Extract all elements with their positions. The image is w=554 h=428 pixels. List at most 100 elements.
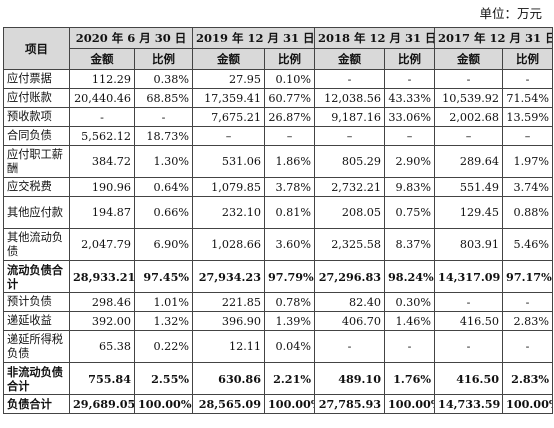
amount-cell: 2,002.68 bbox=[434, 107, 504, 127]
amount-cell: 1,079.85 bbox=[192, 177, 265, 197]
ratio-cell: - bbox=[502, 292, 554, 312]
ratio-cell: 1.01% bbox=[134, 292, 193, 312]
amount-cell: 20,440.46 bbox=[69, 88, 135, 108]
row-label: 预计负债 bbox=[3, 292, 70, 312]
amount-cell: 28,933.21 bbox=[69, 260, 135, 293]
amount-cell: 406.70 bbox=[314, 311, 386, 331]
ratio-cell: 3.74% bbox=[502, 177, 554, 197]
amount-cell: 14,733.59 bbox=[434, 394, 504, 414]
amount-cell: – bbox=[314, 126, 386, 146]
ratio-cell: 0.04% bbox=[263, 330, 316, 363]
row-label: 应付职工薪酬 bbox=[3, 145, 70, 178]
amount-cell: 14,317.09 bbox=[434, 260, 504, 293]
ratio-cell: 0.78% bbox=[263, 292, 316, 312]
unit-label: 单位：万元 bbox=[479, 6, 542, 21]
row-label: 应付账款 bbox=[3, 88, 70, 108]
table-row: 预收款项 - -7,675.21 26.87% 9,187.16 33.06% 2,002.… bbox=[3, 107, 554, 127]
table-row: 非流动负债合计 755.84 2.55% 630.86 2.21% 489.10 1.76%… bbox=[3, 362, 554, 395]
amount-cell: 392.00 bbox=[69, 311, 135, 331]
ratio-cell: – bbox=[263, 126, 316, 146]
ratio-cell: 5.46% bbox=[502, 228, 554, 261]
ratio-cell: 68.85% bbox=[134, 88, 193, 108]
amount-cell: - bbox=[314, 69, 386, 89]
row-label: 应交税费 bbox=[3, 177, 70, 197]
table-row: 负债合计29,689.05100.00%28,565.09100.00%27,7… bbox=[3, 394, 554, 414]
ratio-cell: 0.81% bbox=[263, 196, 316, 229]
row-label: 负债合计 bbox=[3, 394, 70, 414]
amount-cell: 9,187.16 bbox=[314, 107, 386, 127]
ratio-cell: 1.76% bbox=[384, 362, 436, 395]
table-row: 应付职工薪酬 384.72 1.30% 531.06 1.86% 805.29 2.90% 2… bbox=[3, 145, 554, 178]
amount-cell: 2,732.21 bbox=[314, 177, 386, 197]
ratio-cell: 60.77% bbox=[263, 88, 316, 108]
ratio-cell: – bbox=[502, 126, 554, 146]
row-label: 合同负债 bbox=[3, 126, 70, 146]
ratio-cell: 1.39% bbox=[263, 311, 316, 331]
table-row: 其他流动负债 2,047.79 6.90% 1,028.66 3.60% 2,325.58… bbox=[3, 228, 554, 261]
ratio-cell: 3.78% bbox=[263, 177, 316, 197]
ratio-cell: 43.33% bbox=[384, 88, 436, 108]
ratio-cell: 0.10% bbox=[263, 69, 316, 89]
amount-cell: 65.38 bbox=[69, 330, 135, 363]
ratio-cell: 100.00% bbox=[134, 394, 193, 414]
table-body: 应付票据 112.29 0.38% 27.95 0.10% - - - - 应付账款 20,440.… bbox=[3, 69, 554, 414]
header-ratio: 比例 bbox=[263, 48, 316, 70]
amount-cell: 2,047.79 bbox=[69, 228, 135, 261]
ratio-cell: - bbox=[384, 330, 436, 363]
amount-cell: 1,028.66 bbox=[192, 228, 265, 261]
amount-cell: 551.49 bbox=[434, 177, 504, 197]
amount-cell: 28,565.09 bbox=[192, 394, 265, 414]
amount-cell: - bbox=[314, 330, 386, 363]
header-item: 项目 bbox=[3, 27, 70, 70]
amount-cell: 803.91 bbox=[434, 228, 504, 261]
amount-cell: 112.29 bbox=[69, 69, 135, 89]
ratio-cell: 0.88% bbox=[502, 196, 554, 229]
table-row: 流动负债合计 28,933.21 97.45% 27,934.23 97.79% 27,2… bbox=[3, 260, 554, 293]
ratio-cell: 1.46% bbox=[384, 311, 436, 331]
amount-cell: 416.50 bbox=[434, 362, 504, 395]
ratio-cell: 71.54% bbox=[502, 88, 554, 108]
ratio-cell: 0.75% bbox=[384, 196, 436, 229]
ratio-cell: 2.21% bbox=[263, 362, 316, 395]
row-label: 递延所得税负债 bbox=[3, 330, 70, 363]
ratio-cell: 33.06% bbox=[384, 107, 436, 127]
amount-cell: 805.29 bbox=[314, 145, 386, 178]
ratio-cell: 9.83% bbox=[384, 177, 436, 197]
amount-cell: – bbox=[192, 126, 265, 146]
header-amount: 金额 bbox=[434, 48, 504, 70]
ratio-cell: 97.79% bbox=[263, 260, 316, 293]
amount-cell: 289.64 bbox=[434, 145, 504, 178]
ratio-cell: 97.45% bbox=[134, 260, 193, 293]
header-ratio: 比例 bbox=[502, 48, 554, 70]
header-ratio: 比例 bbox=[134, 48, 193, 70]
row-label: 其他应付款 bbox=[3, 196, 70, 229]
amount-cell: 82.40 bbox=[314, 292, 386, 312]
amount-cell: 27,934.23 bbox=[192, 260, 265, 293]
header-period: 2019 年 12 月 31 日 bbox=[191, 27, 316, 49]
ratio-cell: 2.83% bbox=[502, 362, 554, 395]
ratio-cell: 2.83% bbox=[502, 311, 554, 331]
ratio-cell: 18.73% bbox=[134, 126, 193, 146]
ratio-cell: 0.22% bbox=[134, 330, 193, 363]
amount-cell: 416.50 bbox=[434, 311, 504, 331]
row-label: 递延收益 bbox=[3, 311, 70, 331]
amount-cell: 531.06 bbox=[192, 145, 265, 178]
ratio-cell: 2.55% bbox=[134, 362, 193, 395]
ratio-cell: - bbox=[384, 69, 436, 89]
amount-cell: 384.72 bbox=[69, 145, 135, 178]
amount-cell: 129.45 bbox=[434, 196, 504, 229]
ratio-cell: 100.00% bbox=[263, 394, 316, 414]
amount-cell: 12,038.56 bbox=[314, 88, 386, 108]
header-period: 2020 年 6 月 30 日 bbox=[69, 27, 193, 49]
ratio-cell: 1.86% bbox=[263, 145, 316, 178]
amount-cell: 27,296.83 bbox=[314, 260, 386, 293]
ratio-cell: 100.00% bbox=[384, 394, 436, 414]
ratio-cell: 0.30% bbox=[384, 292, 436, 312]
amount-cell: 396.90 bbox=[192, 311, 265, 331]
amount-cell: 298.46 bbox=[69, 292, 135, 312]
header-period: 2018 年 12 月 31 日 bbox=[314, 27, 436, 49]
table-row: 其他应付款 194.87 0.66% 232.10 0.81% 208.05 0.75% 12… bbox=[3, 196, 554, 229]
ratio-cell: 98.24% bbox=[384, 260, 436, 293]
ratio-cell: 97.17% bbox=[502, 260, 554, 293]
ratio-cell: - bbox=[134, 107, 193, 127]
